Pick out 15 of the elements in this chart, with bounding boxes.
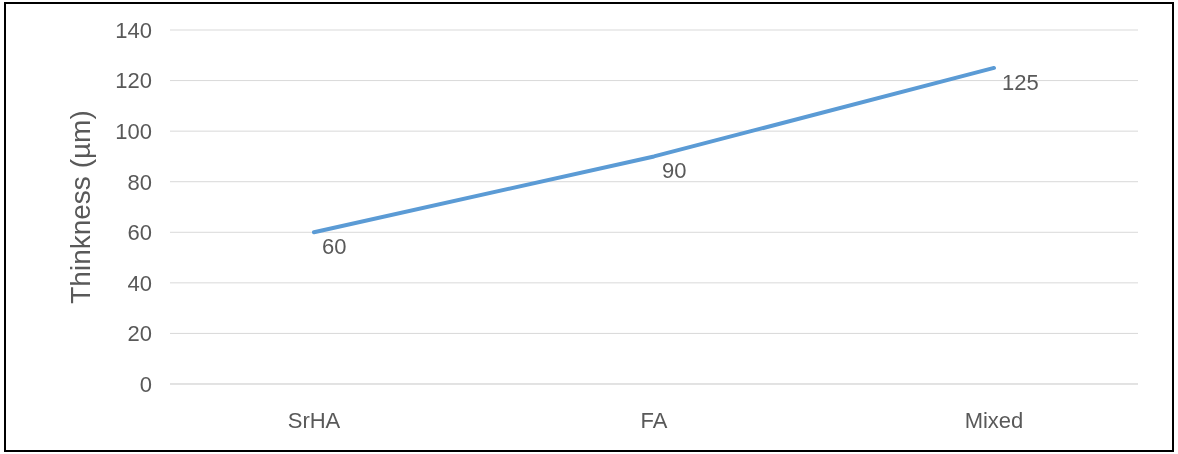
data-label: 125: [1002, 69, 1039, 95]
y-tick-label: 120: [115, 68, 152, 94]
data-label: 90: [662, 158, 687, 184]
y-tick-label: 0: [139, 371, 152, 397]
y-tick-label: 140: [115, 17, 152, 43]
y-tick-label: 80: [127, 169, 152, 195]
data-label: 60: [322, 234, 347, 260]
y-tick-label: 40: [127, 270, 152, 296]
y-tick-label: 60: [127, 220, 152, 246]
x-tick-label: FA: [640, 407, 668, 433]
y-axis-title: Thinkness (µm): [64, 110, 96, 304]
y-tick-label: 20: [127, 321, 152, 347]
x-tick-label: SrHA: [287, 407, 341, 433]
x-tick-label: Mixed: [964, 407, 1024, 433]
y-tick-label: 100: [115, 118, 152, 144]
